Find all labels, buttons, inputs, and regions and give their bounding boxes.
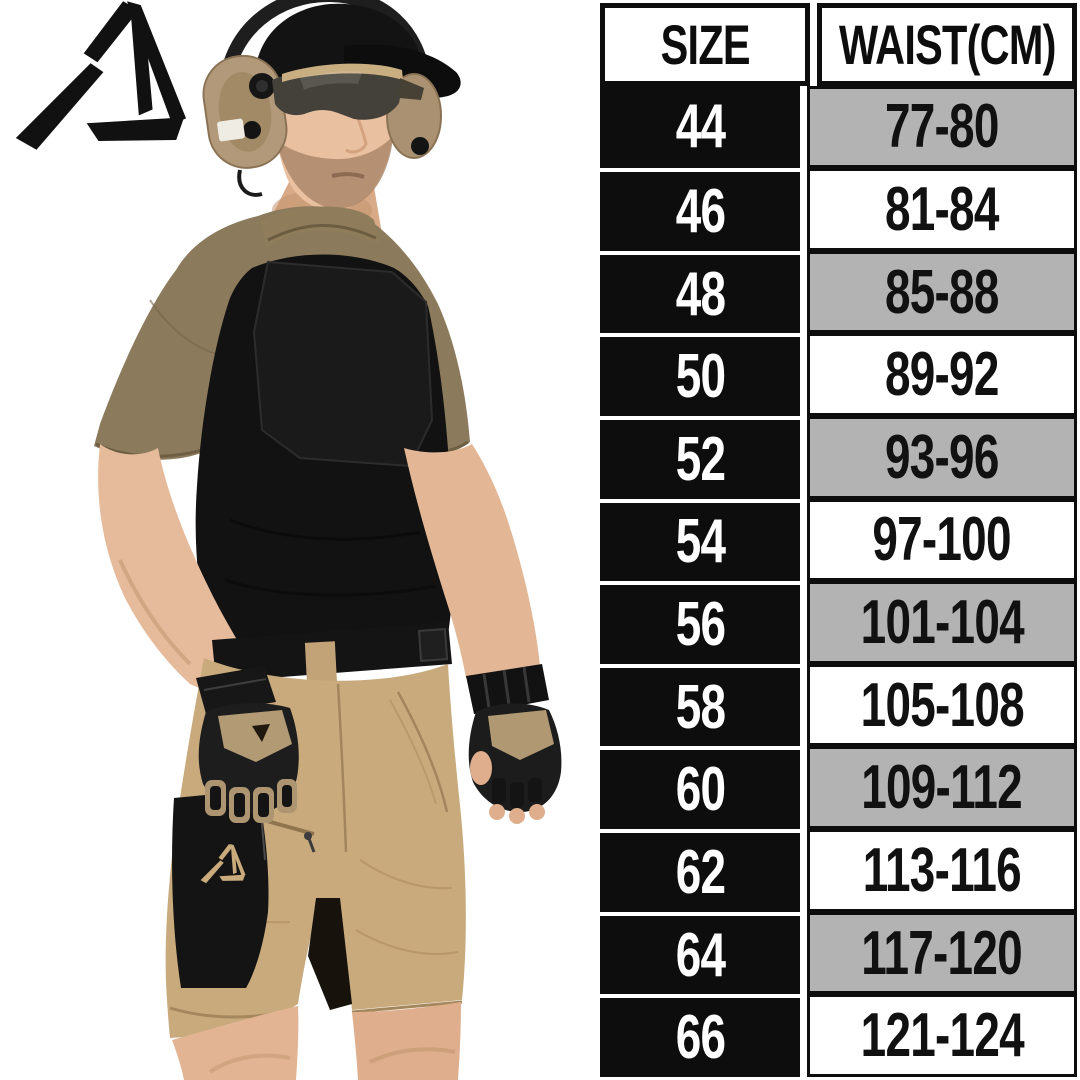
table-row: 58 105-108	[600, 663, 1077, 747]
right-glove	[468, 703, 562, 824]
waist-cell: 85-88	[807, 250, 1077, 334]
size-cell: 56	[600, 581, 800, 664]
waist-cell: 105-108	[807, 663, 1077, 747]
model-photo	[94, 0, 562, 1080]
size-cell: 44	[600, 85, 800, 169]
waist-header-cell: WAIST(CM)	[817, 3, 1077, 86]
size-cell: 52	[600, 416, 800, 499]
size-chart-table: SIZE WAIST(CM) 44 77-80 46 81-84 48 85-8…	[600, 3, 1077, 1077]
table-row: 56 101-104	[600, 581, 1077, 664]
size-cell: 54	[600, 498, 800, 582]
legs	[172, 1002, 461, 1080]
sunglasses	[272, 63, 424, 120]
size-cell: 60	[600, 746, 800, 830]
size-cell: 58	[600, 663, 800, 747]
waist-cell: 113-116	[807, 829, 1077, 912]
size-header-label: SIZE	[660, 12, 750, 76]
size-cell: 66	[600, 994, 800, 1077]
size-cell: 50	[600, 333, 800, 417]
table-row: 54 97-100	[600, 498, 1077, 582]
cargo-pocket-panel	[172, 790, 269, 988]
table-row: 62 113-116	[600, 829, 1077, 912]
table-row: 44 77-80	[600, 85, 1077, 169]
table-row: 64 117-120	[600, 911, 1077, 995]
belt	[212, 622, 452, 687]
table-row: 46 81-84	[600, 168, 1077, 251]
waist-cell: 81-84	[807, 168, 1077, 251]
waist-cell: 97-100	[807, 498, 1077, 582]
table-row: 60 109-112	[600, 746, 1077, 830]
pocket-logo-icon	[200, 844, 246, 884]
waist-cell: 117-120	[807, 911, 1077, 995]
raglan-tshirt	[94, 206, 470, 663]
figure-person	[94, 0, 562, 1080]
waist-cell: 101-104	[807, 581, 1077, 664]
table-row: 50 89-92	[600, 333, 1077, 417]
waist-cell: 77-80	[807, 85, 1077, 169]
waist-cell: 121-124	[807, 994, 1077, 1077]
left-forearm	[98, 444, 262, 696]
brand-logo-icon	[15, 1, 187, 150]
size-cell: 48	[600, 250, 800, 334]
size-cell: 62	[600, 829, 800, 912]
table-header-row: SIZE WAIST(CM)	[600, 3, 1077, 86]
waist-cell: 89-92	[807, 333, 1077, 417]
table-row: 48 85-88	[600, 250, 1077, 334]
waist-cell: 109-112	[807, 746, 1077, 830]
left-glove	[196, 666, 299, 823]
waist-cell: 93-96	[807, 416, 1077, 499]
size-cell: 64	[600, 911, 800, 995]
earmuff-left	[202, 54, 288, 197]
table-row: 66 121-124	[600, 994, 1077, 1077]
waist-header-label: WAIST(CM)	[838, 12, 1056, 76]
size-cell: 46	[600, 168, 800, 251]
table-row: 52 93-96	[600, 416, 1077, 499]
right-forearm	[404, 444, 540, 678]
wrist-watch	[466, 664, 549, 714]
size-header-cell: SIZE	[600, 3, 810, 86]
